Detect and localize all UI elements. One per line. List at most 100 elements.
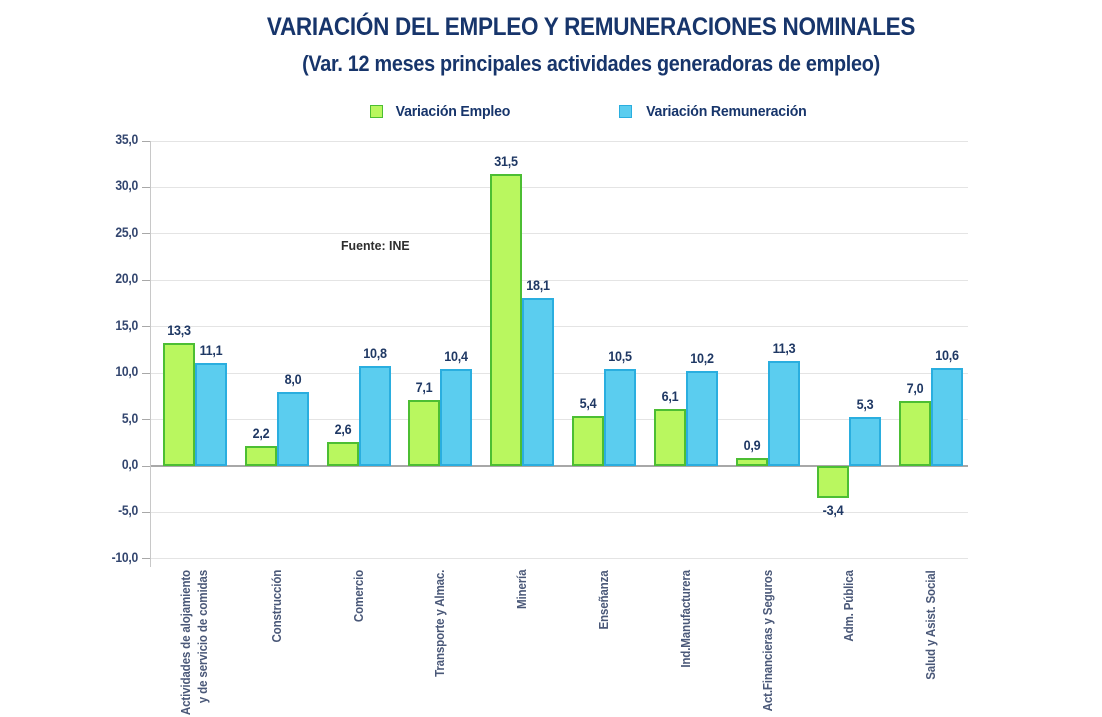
x-axis-zero-line (150, 465, 968, 467)
bar-value-label: 8,0 (284, 370, 302, 387)
bar-value-label: 7,1 (415, 379, 433, 396)
bar-variacion-remuneracion (767, 361, 800, 466)
x-category-label-text: Enseñanza (596, 570, 611, 630)
bar-value-label: 10,4 (444, 348, 469, 365)
y-axis-tick-label: 0,0 (121, 457, 138, 472)
bar-value-label: 5,3 (856, 395, 874, 412)
legend-label-remuneracion: Variación Remuneración (646, 103, 807, 120)
chart-subtitle: (Var. 12 meses principales actividades g… (302, 51, 880, 76)
bar-variacion-empleo (490, 173, 523, 466)
grid-line (150, 419, 968, 421)
x-category-label-text: Transporte y Almac. (432, 570, 447, 678)
y-axis-tick (142, 279, 150, 281)
y-axis-tick (142, 372, 150, 374)
x-category-label: Construcción (258, 570, 296, 717)
y-axis-tick-label: -10,0 (111, 549, 139, 565)
y-axis-tick (142, 140, 150, 142)
y-axis-tick-label: 15,0 (115, 317, 138, 333)
y-axis-tick (142, 511, 150, 513)
grid-line (150, 511, 968, 513)
bar-value-label: 2,6 (334, 420, 351, 437)
bar-variacion-remuneracion (440, 369, 473, 466)
bar-value-label: -3,4 (822, 501, 844, 518)
y-axis-tick-label: 10,0 (115, 364, 138, 380)
bar-value-label: 31,5 (494, 152, 518, 169)
bar-variacion-empleo (735, 457, 768, 466)
bar-variacion-remuneracion (358, 365, 391, 466)
chart-legend: Variación Empleo Variación Remuneración (80, 103, 1102, 120)
legend-label-empleo: Variación Empleo (395, 103, 511, 120)
legend-swatch-empleo-icon (370, 105, 384, 118)
legend-item-variacion-empleo: Variación Empleo (370, 103, 514, 120)
bar-value-label: 11,3 (772, 340, 795, 357)
x-category-label: Ind.Manufacturera (667, 570, 705, 717)
bar-variacion-remuneracion (931, 367, 964, 466)
y-axis-tick-label: -5,0 (118, 503, 138, 519)
x-category-label: Act.Financieras y Seguros (749, 570, 787, 717)
bar-variacion-remuneracion (194, 362, 227, 466)
y-axis-tick-label: 35,0 (115, 132, 138, 147)
legend-item-variacion-remuneracion: Variación Remuneración (619, 103, 812, 120)
y-axis-tick (142, 186, 150, 188)
y-axis-tick-label: 30,0 (115, 178, 138, 194)
grid-line (150, 372, 968, 374)
x-category-label-text: Comercio (351, 570, 365, 623)
x-category-label-text: Ind.Manufacturera (678, 570, 693, 668)
y-axis-tick (142, 465, 150, 467)
source-note: Fuente: INE (341, 238, 410, 253)
bar-value-label: 5,4 (579, 394, 597, 411)
bar-variacion-empleo (408, 400, 441, 466)
y-axis-tick-label: 25,0 (115, 224, 138, 240)
x-category-label-text: Salud y Asist. Social (923, 570, 938, 680)
bar-value-label: 11,1 (199, 341, 223, 358)
bar-value-label: 10,5 (608, 347, 632, 364)
y-axis-tick (142, 233, 150, 235)
x-category-label: Minería (503, 570, 541, 717)
bar-variacion-remuneracion (603, 368, 636, 466)
grid-line (150, 326, 968, 328)
x-category-label: Adm. Pública (830, 570, 868, 717)
x-category-label: Actividades de alojamiento y de servicio… (176, 570, 214, 717)
bar-value-label: 6,1 (661, 388, 679, 405)
x-category-label-text: Act.Financieras y Seguros (760, 570, 774, 712)
bar-value-label: 10,8 (362, 344, 387, 361)
x-category-label-text: Actividades de alojamiento y de servicio… (178, 570, 210, 716)
y-axis-line (150, 141, 151, 567)
bar-value-label: 10,6 (935, 346, 959, 363)
x-category-label: Enseñanza (585, 570, 623, 717)
bar-value-label: 18,1 (526, 276, 550, 293)
bar-variacion-remuneracion (276, 391, 309, 466)
x-category-label-text: Construcción (269, 570, 284, 643)
bar-value-label: 10,2 (689, 350, 714, 367)
grid-line (150, 140, 968, 142)
grid-line (150, 279, 968, 281)
chart-title: VARIACIÓN DEL EMPLEO Y REMUNERACIONES NO… (266, 13, 916, 41)
x-category-label: Salud y Asist. Social (912, 570, 950, 717)
x-category-label: Transporte y Almac. (421, 570, 459, 717)
y-axis-tick (142, 326, 150, 328)
grid-line (150, 233, 968, 235)
y-axis-tick (142, 419, 150, 421)
bar-variacion-remuneracion (685, 371, 718, 466)
x-category-label: Comercio (340, 570, 378, 717)
y-axis-tick (142, 558, 150, 560)
bar-variacion-remuneracion (849, 416, 882, 466)
bar-variacion-empleo (899, 401, 932, 466)
x-category-label-text: Adm. Pública (841, 570, 856, 642)
bar-variacion-empleo (162, 342, 195, 466)
x-category-label-text: Minería (514, 570, 529, 610)
bar-variacion-empleo (571, 415, 604, 466)
grid-line (150, 558, 968, 560)
bar-variacion-remuneracion (522, 297, 555, 466)
bar-variacion-empleo (326, 441, 359, 466)
bar-value-label: 13,3 (167, 321, 191, 338)
legend-swatch-remuneracion-icon (619, 105, 633, 118)
grid-line (150, 186, 968, 188)
y-axis-tick-label: 5,0 (121, 410, 138, 426)
bar-value-label: 2,2 (252, 424, 270, 441)
bar-variacion-empleo (817, 466, 850, 498)
bar-variacion-empleo (244, 445, 277, 466)
y-axis-tick-label: 20,0 (115, 271, 138, 287)
